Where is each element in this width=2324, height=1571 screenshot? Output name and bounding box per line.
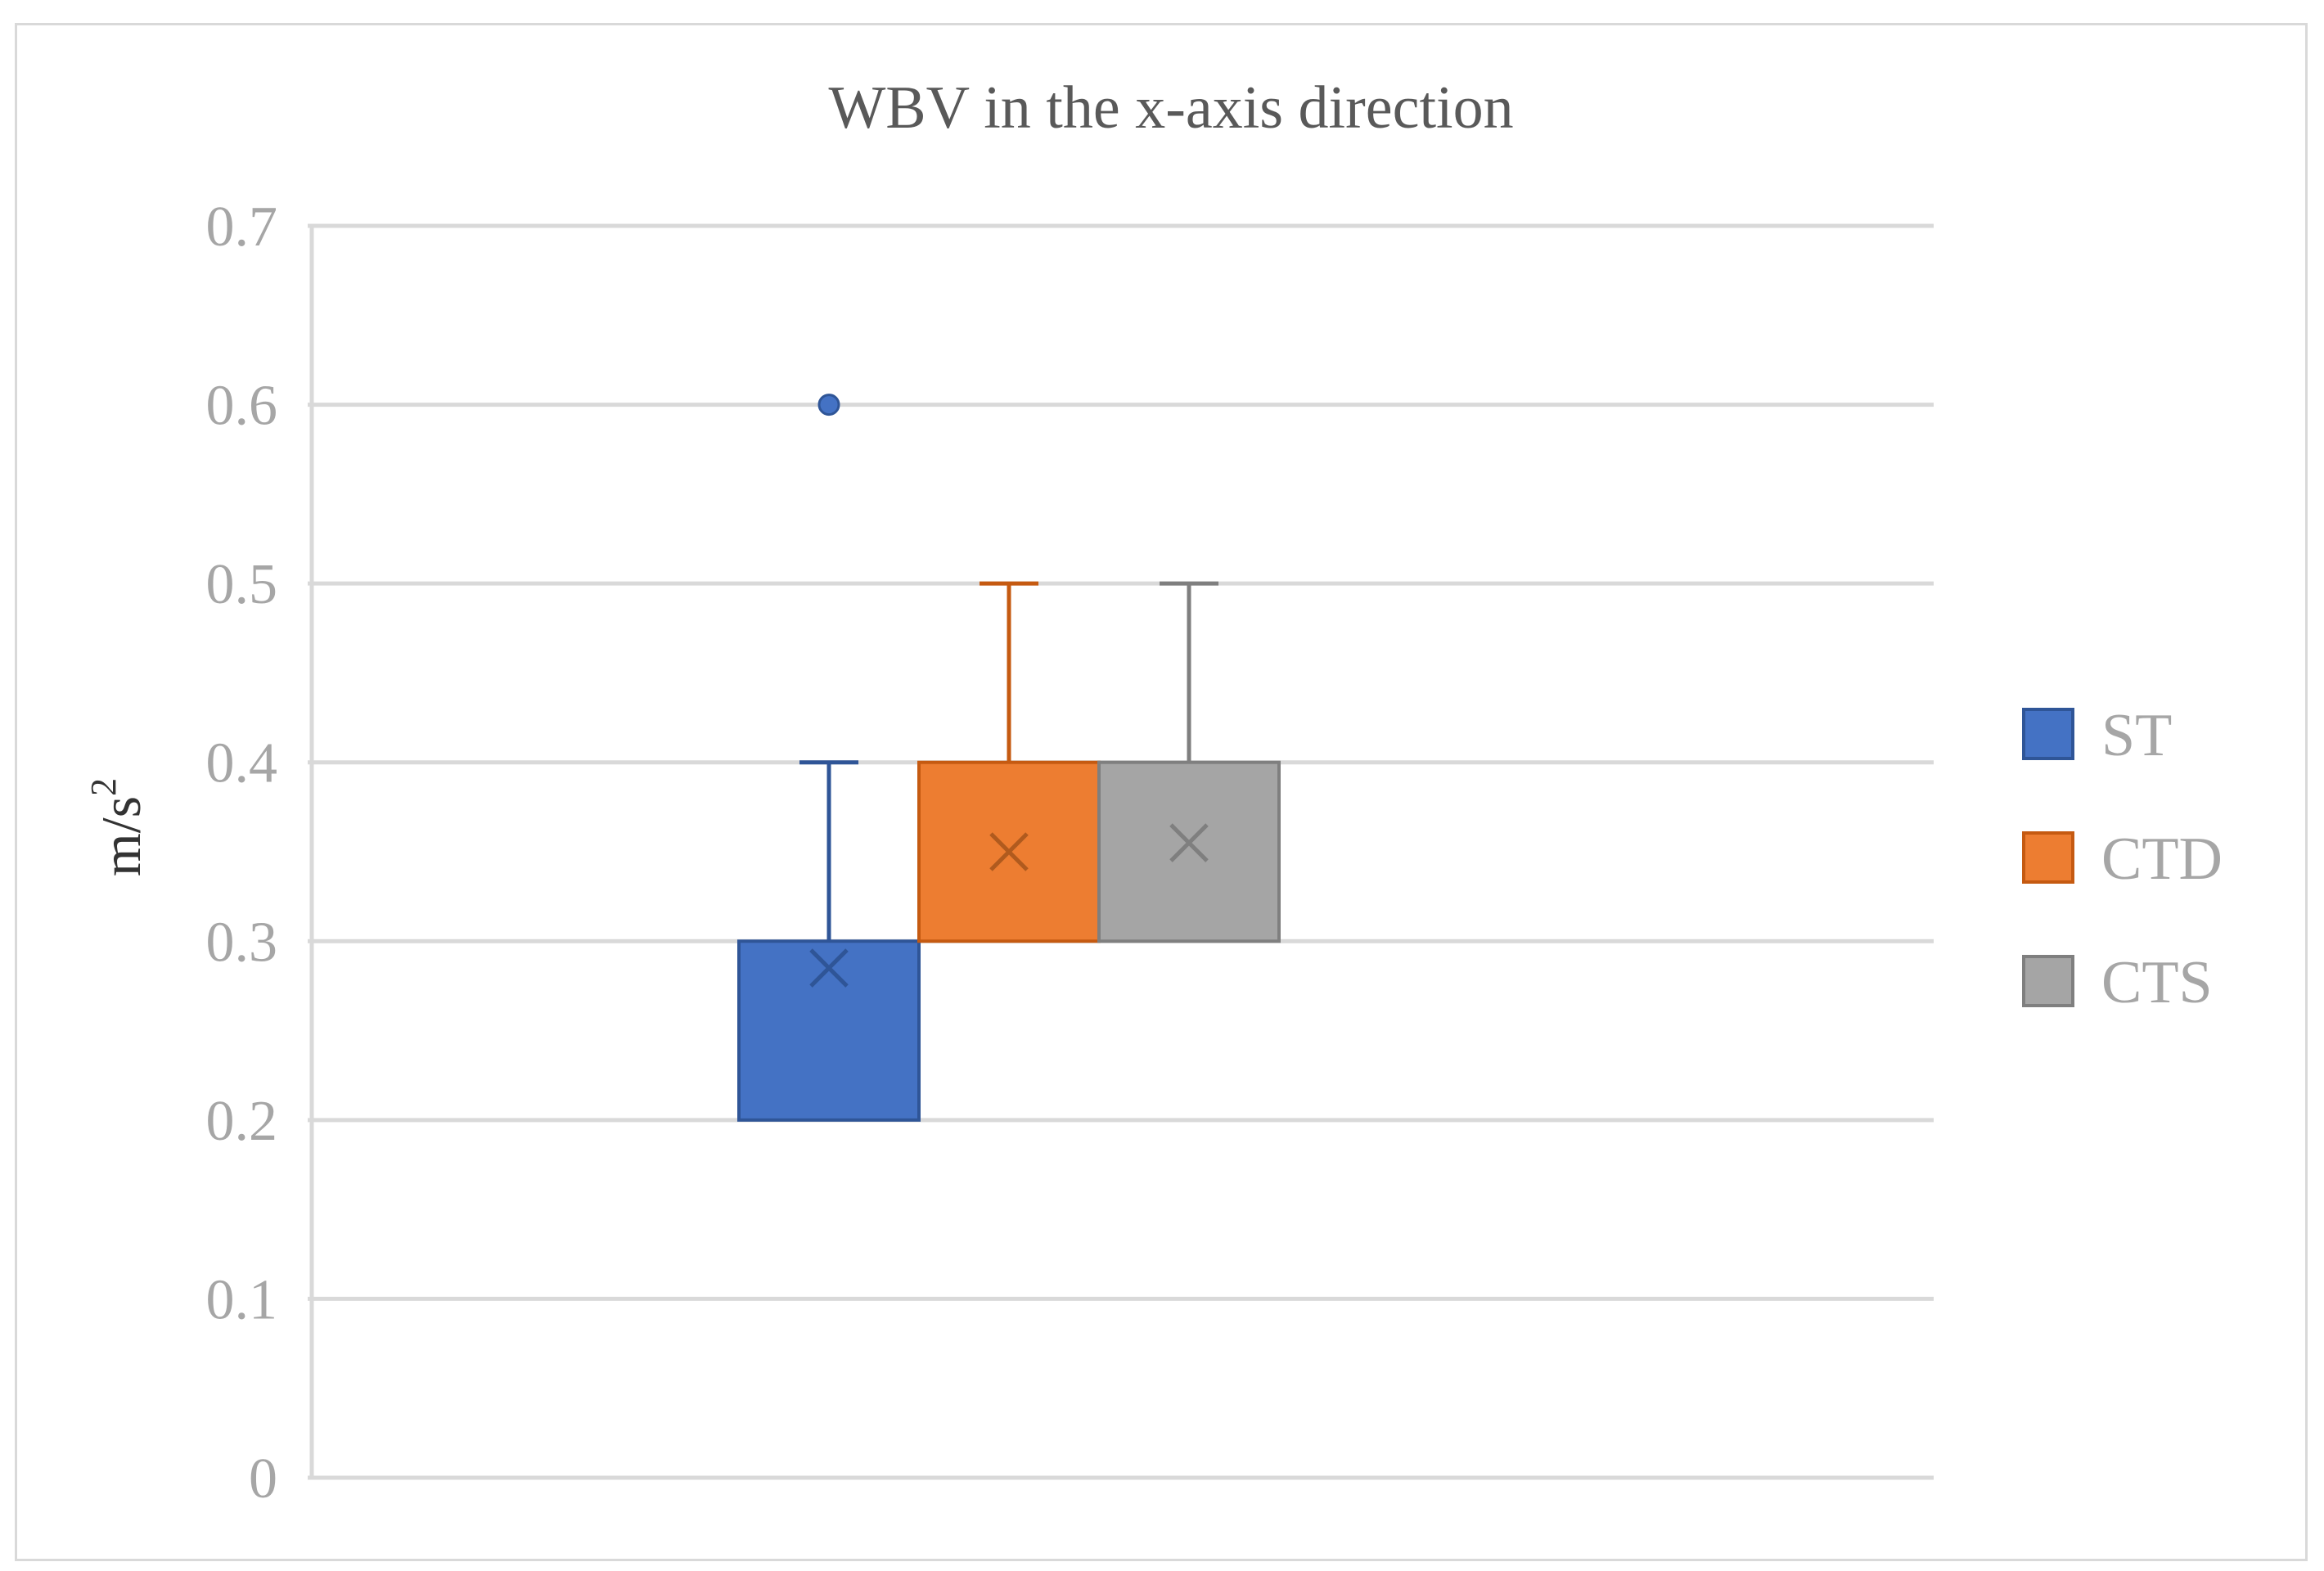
- y-tick-label: 0: [249, 1447, 277, 1510]
- y-tick-label: 0.2: [206, 1090, 278, 1153]
- y-axis-label: m/s2: [83, 778, 152, 876]
- legend-label: CTD: [2101, 826, 2223, 893]
- box-body: [737, 939, 921, 1122]
- box-ctd: [917, 581, 1101, 943]
- y-tick-label: 0.1: [206, 1268, 278, 1331]
- legend: ST CTD CTS: [2022, 702, 2223, 1016]
- legend-item-cts: CTS: [2022, 949, 2213, 1016]
- y-tick-label: 0.5: [206, 553, 278, 616]
- box-plot-chart: WBV in the x-axis direction 0 0.1 0.2 0.3 0.…: [83, 74, 2223, 1510]
- y-tick-label: 0.6: [206, 375, 278, 438]
- legend-label: ST: [2101, 702, 2172, 769]
- legend-label: CTS: [2101, 949, 2213, 1016]
- y-tick-label: 0.3: [206, 911, 278, 974]
- y-axis-label-exponent: 2: [83, 778, 124, 796]
- y-tick-label: 0.7: [206, 196, 278, 259]
- outlier-point: [817, 394, 840, 416]
- legend-swatch: [2022, 708, 2074, 760]
- y-axis-label-base: m/s: [90, 796, 152, 876]
- mean-marker: [809, 948, 849, 988]
- mean-marker: [989, 832, 1029, 871]
- chart-title: WBV in the x-axis direction: [828, 74, 1513, 142]
- legend-swatch: [2022, 831, 2074, 884]
- chart-frame: WBV in the x-axis direction 0 0.1 0.2 0.3 0.…: [15, 23, 2308, 1561]
- legend-item-st: ST: [2022, 702, 2172, 769]
- legend-swatch: [2022, 955, 2074, 1007]
- y-tick-label: 0.4: [206, 732, 278, 795]
- legend-item-ctd: CTD: [2022, 826, 2223, 893]
- box-body: [1097, 760, 1281, 943]
- box-cts: [1097, 581, 1281, 943]
- boxes: [737, 394, 1281, 1122]
- box-st: [737, 394, 921, 1122]
- y-tick-labels: 0 0.1 0.2 0.3 0.4 0.5 0.6 0.7: [206, 196, 278, 1510]
- mean-marker: [1169, 823, 1209, 862]
